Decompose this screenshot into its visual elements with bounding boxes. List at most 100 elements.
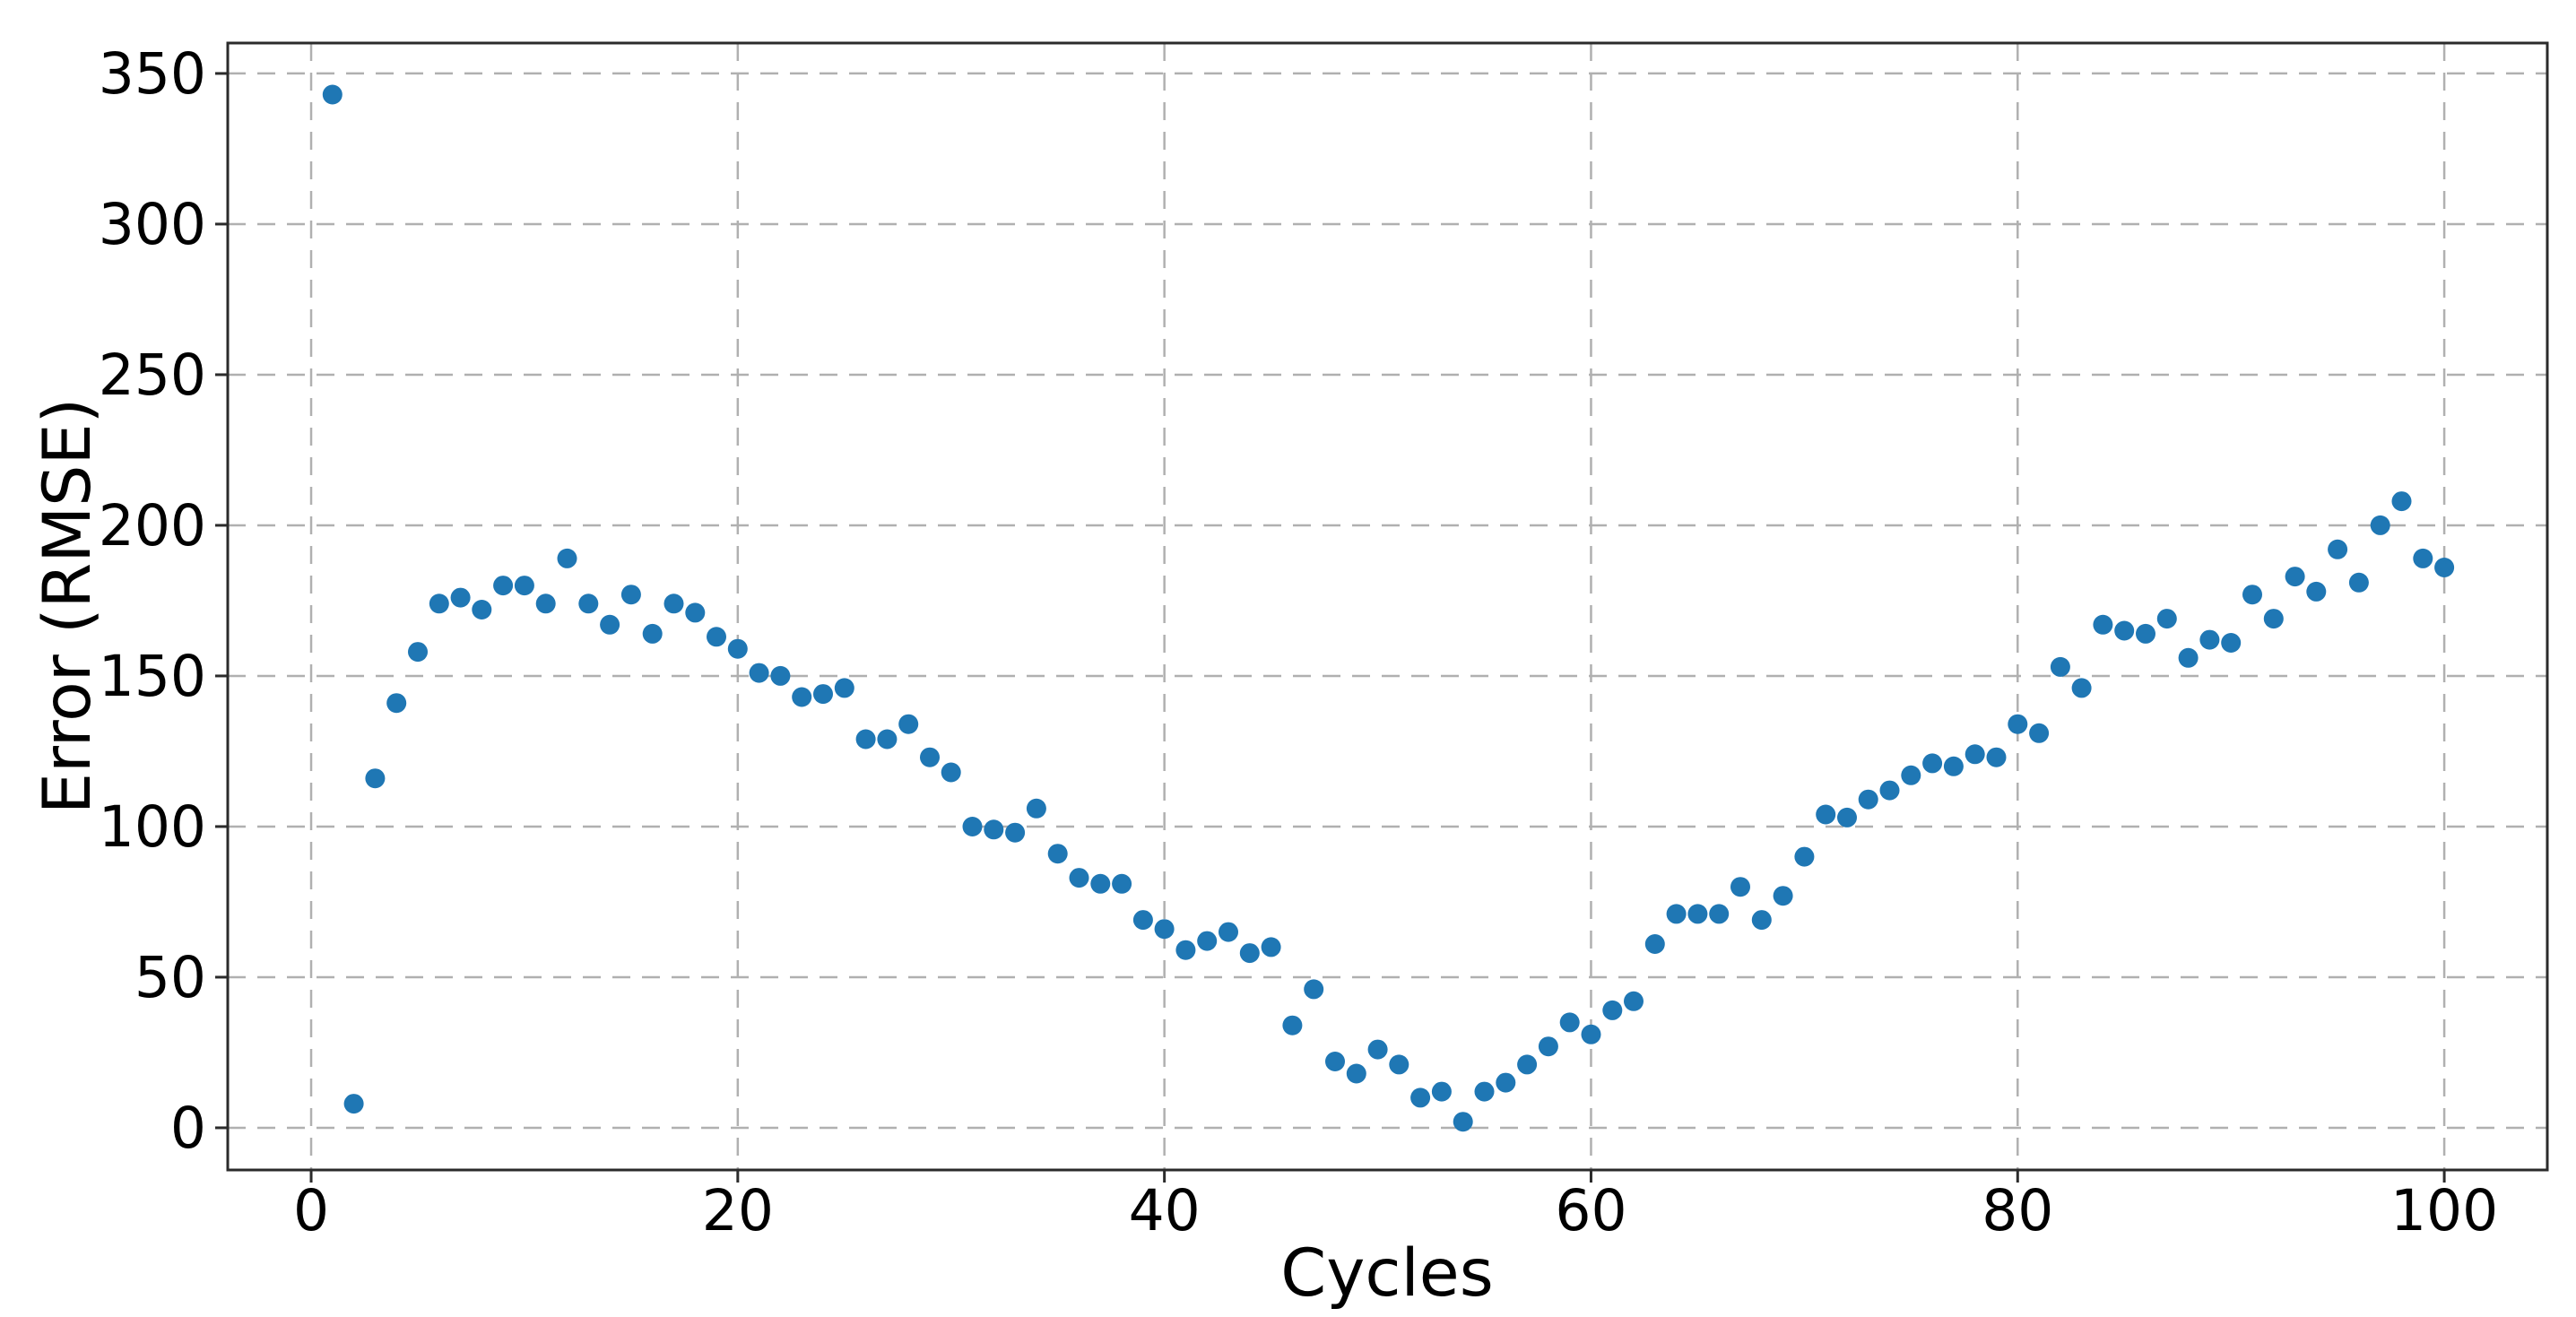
scatter-point <box>1922 753 1943 774</box>
scatter-point <box>1879 780 1900 801</box>
scatter-point <box>535 594 556 614</box>
scatter-point <box>1644 934 1665 954</box>
scatter-point <box>1687 904 1708 924</box>
scatter-point <box>941 762 961 783</box>
scatter-point <box>493 576 514 596</box>
scatter-point <box>2370 515 2390 535</box>
scatter-point <box>1090 873 1111 894</box>
x-tick-label: 20 <box>702 1178 774 1243</box>
scatter-point <box>1261 937 1281 957</box>
scatter-point <box>343 1094 364 1114</box>
tick-labels: 0 20 40 60 80 100 0 50 100 150 200 250 300 350 <box>99 41 2498 1243</box>
x-tick-label: 60 <box>1555 1178 1626 1243</box>
scatter-point <box>2136 623 2155 644</box>
scatter-point <box>2178 647 2199 668</box>
scatter-point <box>1346 1063 1366 1084</box>
y-tick-label: 0 <box>170 1096 206 1161</box>
scatter-point <box>664 594 684 614</box>
scatter-point <box>514 576 534 596</box>
scatter-point <box>2050 656 2070 677</box>
scatter-point <box>834 678 854 698</box>
scatter-point <box>1581 1024 1601 1044</box>
scatter-point <box>2306 581 2327 602</box>
scatter-point <box>620 585 641 605</box>
y-tick-label: 100 <box>99 794 206 860</box>
scatter-point <box>1517 1054 1538 1075</box>
scatter-point <box>1986 747 2007 767</box>
scatter-point <box>322 84 343 105</box>
scatter-point <box>450 587 471 608</box>
scatter-point <box>1624 991 1644 1011</box>
y-tick-label: 350 <box>99 41 206 107</box>
scatter-point <box>408 642 428 663</box>
y-tick-label: 200 <box>99 493 206 559</box>
scatter-point <box>1132 910 1153 931</box>
scatter-point <box>1325 1052 1345 1071</box>
scatter-point <box>1816 804 1836 825</box>
scatter-point <box>2434 558 2455 577</box>
scatter-point <box>1602 1000 1623 1020</box>
scatter-point <box>472 600 492 620</box>
scatter-point <box>2093 614 2113 635</box>
scatter-point <box>1709 904 1730 924</box>
y-axis-label: Error (RMSE) <box>30 398 106 814</box>
scatter-point <box>1389 1054 1409 1075</box>
scatter-point <box>1666 904 1687 924</box>
scatter-point <box>2391 491 2412 512</box>
x-tick-label: 0 <box>293 1178 329 1243</box>
scatter-point <box>1794 846 1815 867</box>
scatter-point <box>2156 609 2177 629</box>
scatter-point <box>1219 922 1238 942</box>
scatter-point <box>898 714 919 734</box>
x-axis-label: Cycles <box>1280 1235 1494 1312</box>
scatter-point <box>557 548 577 568</box>
scatter-point <box>386 693 407 714</box>
scatter-point <box>1773 886 1793 906</box>
scatter-point <box>1154 919 1175 940</box>
scatter-point <box>2221 633 2242 653</box>
scatter-point <box>1197 931 1218 951</box>
scatter-point <box>642 623 663 644</box>
scatter-point <box>2263 609 2284 629</box>
scatter-point <box>578 594 599 614</box>
y-tick-label: 300 <box>99 192 206 257</box>
x-tick-label: 80 <box>1982 1178 2053 1243</box>
scatter-point <box>1965 744 1985 765</box>
scatter-point <box>792 687 812 707</box>
scatter-point <box>1005 822 1026 843</box>
scatter-point <box>1047 844 1068 864</box>
scatter-point <box>1175 940 1196 960</box>
scatter-point <box>855 729 876 749</box>
gridlines <box>228 43 2547 1170</box>
x-tick-label: 40 <box>1129 1178 1201 1243</box>
scatter-point <box>984 819 1004 840</box>
scatter-point <box>1069 868 1089 888</box>
scatter-point <box>962 817 983 836</box>
scatter-point <box>2199 629 2220 650</box>
scatter-point <box>2413 548 2433 568</box>
y-tick-label: 250 <box>99 342 206 408</box>
scatter-point <box>429 594 449 614</box>
scatter-point <box>2242 585 2262 605</box>
plot-frame <box>226 41 2549 1172</box>
x-tick-label: 100 <box>2390 1178 2498 1243</box>
scatter-point <box>1730 877 1750 897</box>
scatter-point <box>1496 1072 1516 1093</box>
scatter-point <box>1538 1036 1558 1057</box>
scatter-point <box>1858 789 1878 810</box>
scatter-point <box>1304 979 1324 1000</box>
scatter-point <box>600 614 620 635</box>
scatter-point <box>2114 620 2135 641</box>
scatter-point <box>1751 910 1772 931</box>
scatter-point <box>2008 714 2028 734</box>
scatter-point <box>1943 756 1964 776</box>
scatter-point <box>1282 1015 1303 1035</box>
scatter-point <box>1431 1081 1452 1102</box>
scatter-point <box>365 768 386 789</box>
scatter-point <box>1559 1012 1580 1033</box>
scatter-point <box>1112 873 1132 894</box>
scatter-point <box>685 602 706 623</box>
scatter-point <box>2328 539 2348 559</box>
